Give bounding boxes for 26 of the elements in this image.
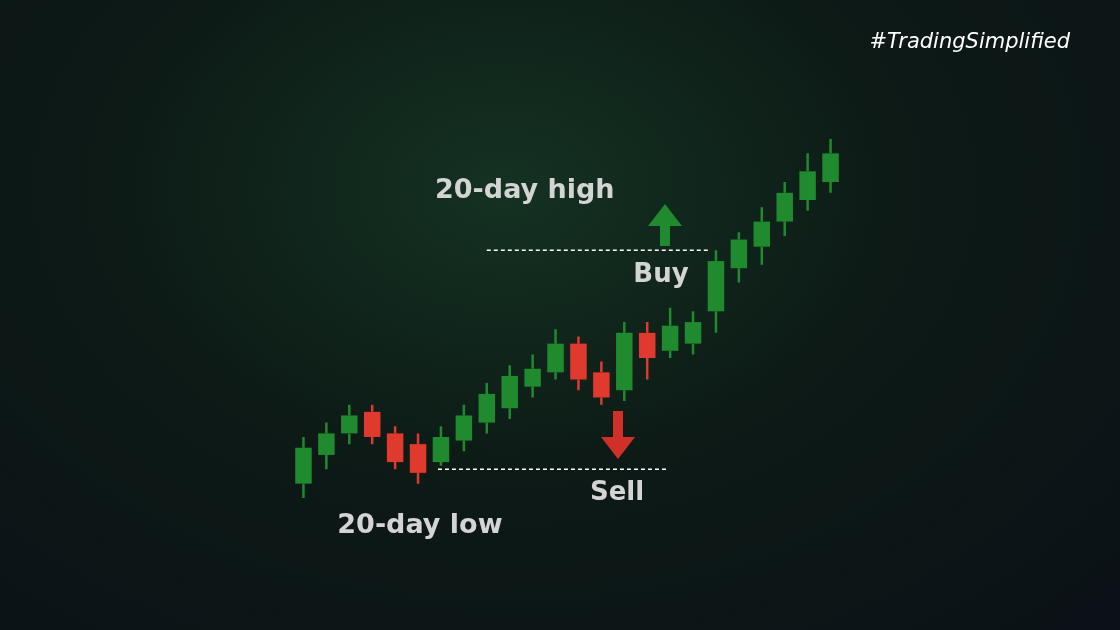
candlestick	[707, 249, 725, 335]
ref-line-label: 20-day high	[435, 173, 615, 205]
annotation: Sell	[589, 476, 645, 507]
candlestick	[822, 137, 839, 195]
candlestick	[570, 335, 587, 392]
candlestick	[409, 432, 427, 485]
text: #TradingSimplified	[869, 29, 1071, 54]
candlestick	[341, 403, 358, 446]
candlestick	[455, 403, 473, 453]
annotation: Buy	[633, 258, 689, 289]
candlestick	[661, 306, 679, 360]
candlestick	[593, 360, 610, 406]
candlestick	[799, 152, 816, 213]
candlestick	[318, 421, 335, 471]
candlestick	[547, 328, 564, 381]
candlestick	[684, 310, 702, 356]
candlestick	[295, 435, 312, 500]
candlestick	[501, 363, 518, 421]
ref-line-label: 20-day low	[337, 508, 503, 540]
candlestick	[730, 231, 748, 284]
candlestick	[616, 320, 633, 403]
candlestick	[638, 320, 656, 381]
candlestick	[776, 180, 793, 238]
candlestick	[478, 381, 496, 435]
candlestick	[753, 205, 771, 266]
candlestick	[524, 353, 541, 399]
